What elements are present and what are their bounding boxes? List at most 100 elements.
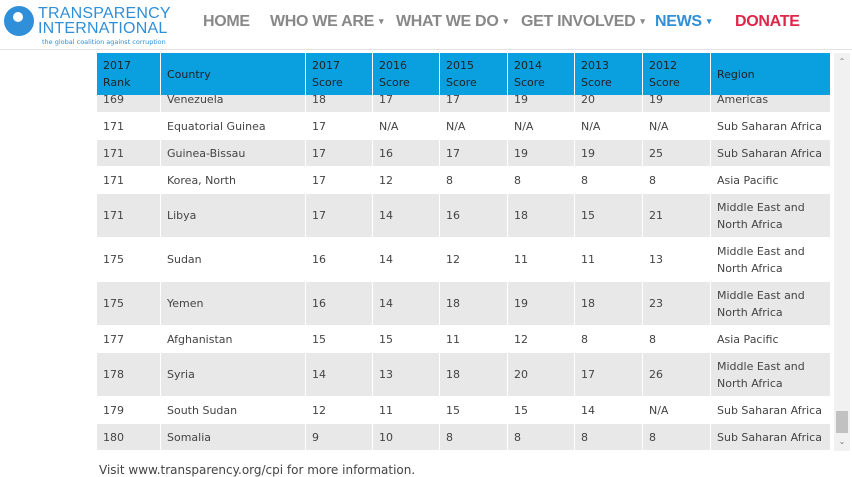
nav-what-we-do[interactable]: WHAT WE DO ▾ (396, 13, 508, 31)
column-header-text: Score (379, 76, 410, 89)
table-row: 179 South Sudan 12 11 15 15 14 N/A Sub Saharan A… (97, 397, 830, 424)
table-cell: 18 (306, 86, 373, 112)
table-row: 178 Syria 14 13 18 20 17 26 Middle East and Nort… (97, 353, 830, 397)
column-header-text: 2012 (649, 59, 677, 72)
table-cell: 8 (575, 326, 643, 352)
column-header[interactable]: 2017 Score (306, 53, 373, 95)
table-cell: 26 (643, 353, 711, 396)
top-navigation: TRANSPARENCY INTERNATIONAL the global co… (0, 0, 852, 50)
table-cell: N/A (575, 113, 643, 139)
table-cell: 19 (508, 86, 575, 112)
table-cell: 17 (440, 140, 508, 166)
column-header-text: 2017 (103, 59, 131, 72)
nav-label: WHAT WE DO (396, 13, 499, 30)
table-cell: 16 (306, 282, 373, 325)
table-cell: 171 (97, 194, 161, 237)
scroll-down-icon[interactable]: ⌄ (838, 437, 846, 446)
table-cell: 25 (643, 140, 711, 166)
table-cell: 13 (643, 238, 711, 281)
footer-note: Visit www.transparency.org/cpi for more … (99, 463, 416, 477)
table-cell: 10 (373, 424, 440, 450)
caret-down-icon: ▾ (640, 16, 645, 26)
table-cell: Syria (161, 353, 306, 396)
table-cell: 171 (97, 167, 161, 193)
table-cell: 17 (440, 86, 508, 112)
column-header-text: 2017 (312, 59, 340, 72)
table-cell: 14 (373, 238, 440, 281)
column-header-text: Country (167, 67, 211, 81)
table-cell: 12 (306, 397, 373, 423)
table-cell: N/A (643, 113, 711, 139)
table-cell: Yemen (161, 282, 306, 325)
table-cell: Asia Pacific (717, 173, 779, 187)
table-cell: 180 (97, 424, 161, 450)
table-cell: 8 (508, 167, 575, 193)
column-header[interactable]: 2013 Score (575, 53, 643, 95)
table-cell: 178 (97, 353, 161, 396)
column-header[interactable]: 2015 Score (440, 53, 508, 95)
nav-label: HOME (203, 13, 250, 30)
nav-home[interactable]: HOME (203, 13, 250, 31)
table-row: 175 Sudan 16 14 12 11 11 13 Middle East and Nort… (97, 238, 830, 282)
table-cell: Sub Saharan Africa (717, 403, 822, 417)
column-header[interactable]: Region (711, 53, 830, 95)
nav-label: NEWS (655, 13, 702, 30)
nav-label: WHO WE ARE (270, 13, 374, 30)
table-cell: 17 (306, 113, 373, 139)
caret-down-icon: ▾ (503, 16, 508, 26)
table-cell: 169 (97, 86, 161, 112)
table-cell: 11 (575, 238, 643, 281)
column-header-text: Score (514, 76, 545, 89)
column-header-text: Rank (103, 76, 131, 89)
table-cell: N/A (373, 113, 440, 139)
table-cell: 9 (306, 424, 373, 450)
table-cell: 20 (508, 353, 575, 396)
column-header[interactable]: 2014 Score (508, 53, 575, 95)
table-row: 171 Equatorial Guinea 17 N/A N/A N/A N/A N/A Sub… (97, 113, 830, 140)
nav-donate[interactable]: DONATE (735, 13, 800, 31)
logo-icon (4, 6, 34, 36)
table-row: 175 Yemen 16 14 18 19 18 23 Middle East and Nort… (97, 282, 830, 326)
table-cell: 18 (508, 194, 575, 237)
table-scrollbar[interactable]: ⌃ ⌄ (834, 53, 850, 451)
column-header-text: Score (312, 76, 343, 89)
table-cell: 12 (440, 238, 508, 281)
table-row: 171 Libya 17 14 16 18 15 21 Middle East and Nort… (97, 194, 830, 238)
table-cell: 19 (508, 282, 575, 325)
nav-news[interactable]: NEWS ▾ (655, 13, 711, 31)
column-header[interactable]: 2017 Rank (97, 53, 161, 95)
table-cell: 175 (97, 238, 161, 281)
scroll-up-icon[interactable]: ⌃ (838, 57, 846, 66)
table-row: 180 Somalia 9 10 8 8 8 8 Sub Saharan Africa (97, 424, 830, 451)
column-header[interactable]: Country (161, 53, 306, 95)
table-cell: 177 (97, 326, 161, 352)
table-cell: 179 (97, 397, 161, 423)
table-cell: Sub Saharan Africa (717, 119, 822, 133)
table-cell: Venezuela (161, 86, 306, 112)
table-cell: N/A (508, 113, 575, 139)
table-cell: 21 (643, 194, 711, 237)
scrollbar-thumb[interactable] (836, 411, 848, 433)
table-cell: Middle East and North Africa (717, 200, 805, 231)
table-cell: 17 (306, 140, 373, 166)
table-cell: 18 (440, 353, 508, 396)
table-cell: 8 (643, 326, 711, 352)
table-cell: 14 (373, 194, 440, 237)
nav-get-involved[interactable]: GET INVOLVED ▾ (521, 13, 645, 31)
table-cell: Guinea-Bissau (161, 140, 306, 166)
table-cell: 19 (575, 140, 643, 166)
table-cell: Somalia (161, 424, 306, 450)
column-header[interactable]: 2016 Score (373, 53, 440, 95)
column-header[interactable]: 2012 Score (643, 53, 711, 95)
table-cell: 11 (373, 397, 440, 423)
nav-label: GET INVOLVED (521, 13, 636, 30)
nav-who-we-are[interactable]: WHO WE ARE ▾ (270, 13, 384, 31)
table-cell: Korea, North (161, 167, 306, 193)
logo-line1: TRANSPARENCY (38, 5, 171, 22)
table-cell: Libya (161, 194, 306, 237)
transparency-international-logo[interactable]: TRANSPARENCY INTERNATIONAL the global co… (4, 4, 174, 46)
column-header-text: 2016 (379, 59, 407, 72)
table-cell: 8 (440, 167, 508, 193)
table-cell: Sub Saharan Africa (717, 146, 822, 160)
table-cell: 8 (643, 167, 711, 193)
